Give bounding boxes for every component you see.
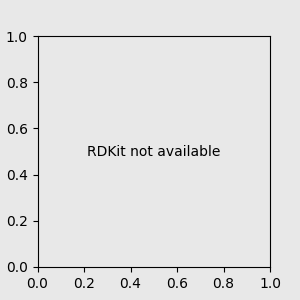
Text: RDKit not available: RDKit not available [87,145,220,158]
